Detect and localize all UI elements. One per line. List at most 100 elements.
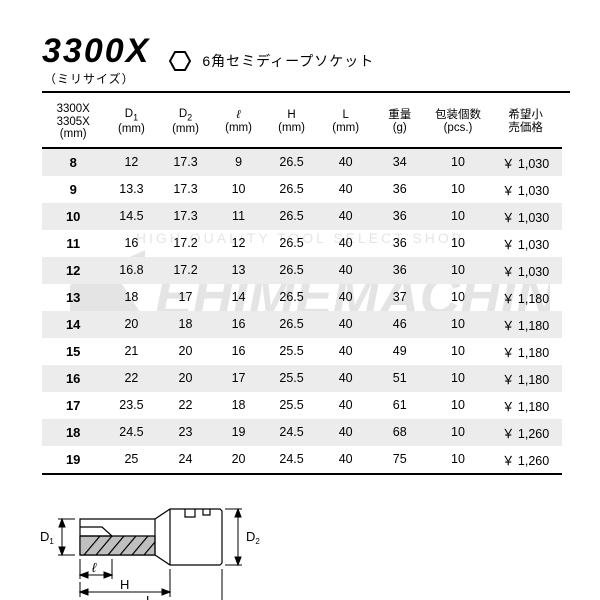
cell-l: 14 (213, 284, 265, 311)
cell-h: 24.5 (265, 446, 319, 474)
cell-size: 17 (42, 392, 104, 419)
cell-price: ￥ 1,180 (489, 338, 562, 365)
cell-pcs: 10 (427, 392, 489, 419)
cell-pcs: 10 (427, 230, 489, 257)
cell-wt: 61 (373, 392, 427, 419)
table-row: 1420181626.5404610￥ 1,180 (42, 311, 562, 338)
cell-lu: 40 (319, 176, 373, 203)
cell-d1: 22 (104, 365, 158, 392)
cell-d2: 22 (158, 392, 212, 419)
cell-wt: 51 (373, 365, 427, 392)
col-price: 希望小売価格 (489, 99, 562, 148)
cell-price: ￥ 1,260 (489, 419, 562, 446)
cell-wt: 36 (373, 203, 427, 230)
cell-size: 18 (42, 419, 104, 446)
cell-d2: 17.2 (158, 257, 212, 284)
col-wt: 重量(g) (373, 99, 427, 148)
cell-pcs: 10 (427, 446, 489, 474)
cell-wt: 36 (373, 257, 427, 284)
cell-d2: 17 (158, 284, 212, 311)
cell-l: 11 (213, 203, 265, 230)
header-rule (42, 91, 570, 93)
col-h: H(mm) (265, 99, 319, 148)
table-row: 1824.5231924.5406810￥ 1,260 (42, 419, 562, 446)
cell-l: 20 (213, 446, 265, 474)
cell-h: 25.5 (265, 365, 319, 392)
cell-h: 26.5 (265, 203, 319, 230)
cell-price: ￥ 1,030 (489, 176, 562, 203)
cell-pcs: 10 (427, 284, 489, 311)
cell-size: 15 (42, 338, 104, 365)
col-d2: D2(mm) (158, 99, 212, 148)
cell-d1: 18 (104, 284, 158, 311)
cell-pcs: 10 (427, 148, 489, 176)
cell-pcs: 10 (427, 257, 489, 284)
cell-size: 9 (42, 176, 104, 203)
cell-lu: 40 (319, 446, 373, 474)
cell-size: 16 (42, 365, 104, 392)
cell-wt: 36 (373, 230, 427, 257)
dim-h: H (120, 577, 129, 592)
col-pcs: 包装個数(pcs.) (427, 99, 489, 148)
cell-d2: 20 (158, 338, 212, 365)
cell-d1: 16 (104, 230, 158, 257)
cell-size: 8 (42, 148, 104, 176)
cell-d2: 20 (158, 365, 212, 392)
table-row: 1622201725.5405110￥ 1,180 (42, 365, 562, 392)
model-number: 3300X (42, 34, 150, 68)
cell-d1: 25 (104, 446, 158, 474)
cell-d2: 18 (158, 311, 212, 338)
cell-h: 26.5 (265, 311, 319, 338)
product-header: 3300X （ミリサイズ） 6角セミディープソケット (42, 34, 570, 87)
table-row: 913.317.31026.5403610￥ 1,030 (42, 176, 562, 203)
table-row: 81217.3926.5403410￥ 1,030 (42, 148, 562, 176)
cell-d2: 17.3 (158, 176, 212, 203)
cell-lu: 40 (319, 203, 373, 230)
cell-d2: 17.3 (158, 203, 212, 230)
col-size: 3300X3305X(mm) (42, 99, 104, 148)
table-row: 1521201625.5404910￥ 1,180 (42, 338, 562, 365)
cell-size: 10 (42, 203, 104, 230)
table-header: 3300X3305X(mm)D1(mm)D2(mm)ℓ(mm)H(mm)L(mm… (42, 99, 562, 148)
cell-h: 26.5 (265, 230, 319, 257)
cell-d1: 16.8 (104, 257, 158, 284)
cell-d1: 21 (104, 338, 158, 365)
hexagon-icon (168, 49, 192, 73)
cell-l: 10 (213, 176, 265, 203)
product-name: 6角セミディープソケット (202, 51, 374, 71)
model-subtitle: （ミリサイズ） (44, 70, 150, 87)
cell-h: 26.5 (265, 176, 319, 203)
cell-h: 26.5 (265, 284, 319, 311)
cell-lu: 40 (319, 419, 373, 446)
cell-d1: 14.5 (104, 203, 158, 230)
cell-lu: 40 (319, 230, 373, 257)
svg-text:D2: D2 (246, 529, 260, 546)
cell-lu: 40 (319, 365, 373, 392)
table-row: 1216.817.21326.5403610￥ 1,030 (42, 257, 562, 284)
cell-price: ￥ 1,260 (489, 446, 562, 474)
cell-wt: 68 (373, 419, 427, 446)
cell-price: ￥ 1,180 (489, 311, 562, 338)
cell-l: 18 (213, 392, 265, 419)
cell-l: 13 (213, 257, 265, 284)
cell-d1: 23.5 (104, 392, 158, 419)
cell-h: 26.5 (265, 257, 319, 284)
cell-pcs: 10 (427, 176, 489, 203)
table-row: 1925242024.5407510￥ 1,260 (42, 446, 562, 474)
dim-d1: D (40, 529, 49, 544)
cell-h: 26.5 (265, 148, 319, 176)
cell-h: 25.5 (265, 392, 319, 419)
cell-l: 12 (213, 230, 265, 257)
cell-price: ￥ 1,030 (489, 230, 562, 257)
cell-d1: 20 (104, 311, 158, 338)
cell-pcs: 10 (427, 338, 489, 365)
cell-size: 14 (42, 311, 104, 338)
cell-size: 13 (42, 284, 104, 311)
cell-pcs: 10 (427, 311, 489, 338)
cell-wt: 49 (373, 338, 427, 365)
cell-size: 12 (42, 257, 104, 284)
table-row: 111617.21226.5403610￥ 1,030 (42, 230, 562, 257)
dim-l: ℓ (92, 560, 97, 575)
cell-price: ￥ 1,030 (489, 203, 562, 230)
cell-d2: 24 (158, 446, 212, 474)
